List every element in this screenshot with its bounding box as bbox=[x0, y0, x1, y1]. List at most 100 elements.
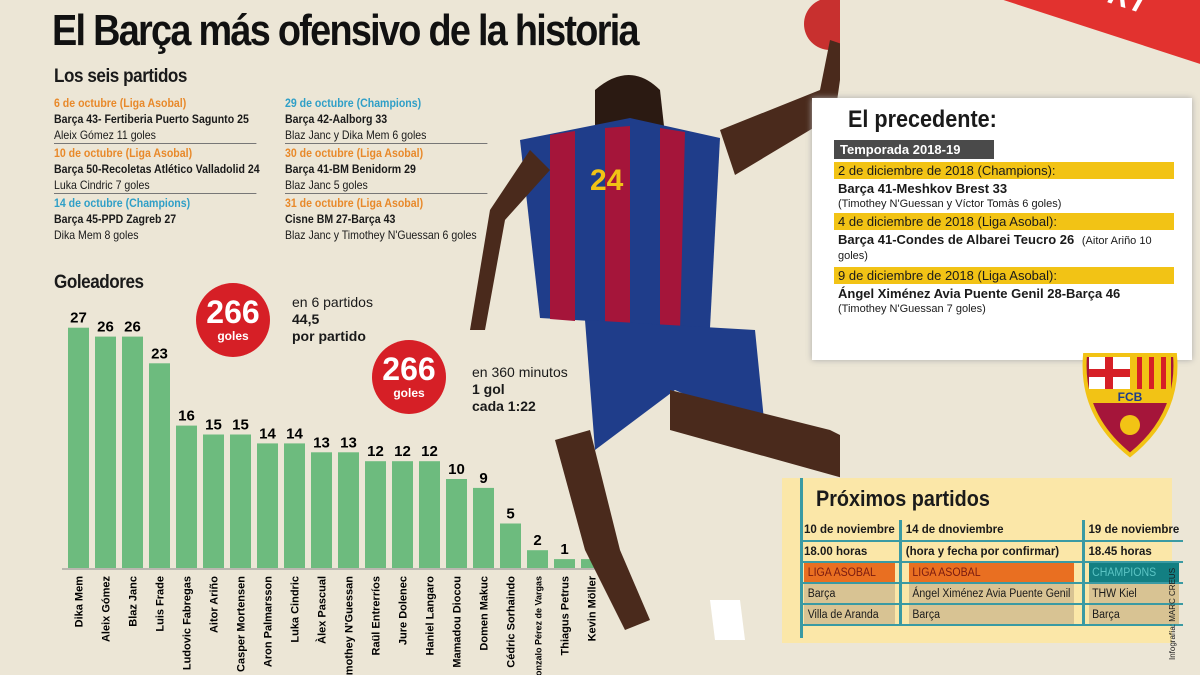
category-label: Domen Makuc bbox=[479, 576, 491, 651]
bar-value-label: 14 bbox=[259, 425, 276, 442]
precedente-date: 9 de diciembre de 2018 (Liga Asobal): bbox=[834, 267, 1174, 284]
chart-title: Goleadores bbox=[54, 272, 144, 293]
bar-value-label: 12 bbox=[421, 443, 438, 460]
matches-section: Los seis partidos bbox=[54, 66, 202, 88]
stat-text-2: en 360 minutos 1 gol cada 1:22 bbox=[472, 364, 568, 414]
game-away: Barça bbox=[906, 604, 1076, 626]
stat-bubble-2: 266 goles bbox=[372, 340, 446, 414]
proximos-row-home: Barça Ángel Ximénez Avia Puente Genil THW … bbox=[800, 583, 1183, 605]
bar-value-label: 12 bbox=[394, 443, 411, 460]
match-scorer: Blaz Janc 5 goles bbox=[285, 177, 488, 194]
proximos-row-time: 18.00 horas (hora y fecha por confirmar) 1… bbox=[800, 541, 1184, 563]
player-photo: 24 bbox=[470, 0, 840, 640]
match-score: Barça 43- Fertiberia Puerto Sagunto 25 bbox=[54, 112, 249, 126]
bar-13 bbox=[419, 461, 440, 568]
bar-2 bbox=[122, 336, 143, 568]
match-item: 10 de octubre (Liga Asobal) Barça 50-Reco… bbox=[54, 145, 459, 194]
bar-value-label: 26 bbox=[97, 319, 114, 336]
game-comp: CHAMPIONS bbox=[1085, 562, 1180, 584]
category-label: Raül Entrerríos bbox=[371, 576, 383, 655]
bar-value-label: 2 bbox=[533, 532, 541, 549]
bar-15 bbox=[473, 487, 494, 568]
svg-text:FCB: FCB bbox=[1118, 390, 1143, 404]
game-date: 10 de noviembre bbox=[800, 520, 901, 542]
bar-14 bbox=[446, 479, 467, 568]
match-score: Barça 41-BM Benidorm 29 bbox=[285, 162, 416, 176]
match-score: Barça 45-PPD Zagreb 27 bbox=[54, 212, 177, 226]
precedente-score: Ángel Ximénez Avia Puente Genil 28-Barça… bbox=[838, 286, 1121, 301]
bar-4 bbox=[176, 425, 197, 568]
proximos-row-comp: LIGA ASOBAL LIGA ASOBAL CHAMPIONS bbox=[800, 562, 1183, 584]
match-item: 29 de octubre (Champions) Barça 42-Aalbor… bbox=[285, 95, 690, 144]
precedente-date: 4 de diciembre de 2018 (Liga Asobal): bbox=[834, 213, 1174, 230]
category-label: Luka Cindric bbox=[290, 576, 302, 643]
category-label: Mamadou Diocou bbox=[452, 576, 464, 668]
category-label: Luis Frade bbox=[155, 576, 167, 632]
game-away: Villa de Aranda bbox=[804, 604, 897, 626]
svg-text:24: 24 bbox=[590, 164, 624, 197]
precedente-score: Barça 41-Meshkov Brest 33 bbox=[838, 181, 1008, 196]
bar-17 bbox=[527, 550, 548, 568]
bar-value-label: 9 bbox=[479, 470, 487, 487]
bar-10 bbox=[338, 452, 359, 568]
bar-8 bbox=[284, 443, 305, 568]
game-home: Ángel Ximénez Avia Puente Genil bbox=[906, 583, 1076, 605]
bar-5 bbox=[203, 434, 224, 568]
precedente-note: (Timothey N'Guessan 7 goles) bbox=[838, 303, 986, 315]
match-date: 29 de octubre (Champions) bbox=[285, 96, 422, 110]
bar-value-label: 15 bbox=[232, 417, 249, 434]
match-date: 30 de octubre (Liga Asobal) bbox=[285, 146, 424, 160]
category-label: Aitor Ariño bbox=[209, 576, 221, 633]
bar-6 bbox=[230, 434, 251, 568]
game-home: THW Kiel bbox=[1085, 583, 1180, 605]
category-label: Aleix Gómez bbox=[101, 576, 113, 643]
precedente-score: Barça 41-Condes de Albarei Teucro 26 (Ai… bbox=[838, 232, 1152, 262]
match-item: 6 de octubre (Liga Asobal) Barça 43- Fert… bbox=[54, 95, 459, 144]
proximos-row-away: Villa de Aranda Barça Barça bbox=[800, 604, 1183, 626]
matches-title: Los seis partidos bbox=[54, 66, 188, 87]
bar-value-label: 15 bbox=[205, 417, 222, 434]
proximos-row-date: 10 de noviembre 14 de dnoviembre 19 de nov… bbox=[800, 520, 1184, 542]
bar-value-label: 26 bbox=[124, 319, 141, 336]
precedente-panel: El precedente: Temporada 2018-19 2 de di… bbox=[812, 98, 1192, 360]
match-item: 30 de octubre (Liga Asobal) Barça 41-BM B… bbox=[285, 145, 690, 194]
bar-value-label: 14 bbox=[286, 425, 303, 442]
match-date: 14 de octubre (Champions) bbox=[54, 196, 191, 210]
match-score: Barça 50-Recoletas Atlético Valladolid 2… bbox=[54, 162, 260, 176]
match-scorer: Blaz Janc y Dika Mem 6 goles bbox=[285, 127, 488, 144]
bar-value-label: 12 bbox=[367, 443, 384, 460]
game-time: 18.00 horas bbox=[800, 541, 901, 563]
handball-ball bbox=[804, 0, 840, 50]
bar-1 bbox=[95, 336, 116, 568]
category-label: Àlex Pascual bbox=[316, 576, 329, 644]
proximos-table: 10 de noviembre 14 de dnoviembre 19 de nov… bbox=[800, 520, 1184, 626]
bar-value-label: 5 bbox=[506, 506, 514, 523]
bar-3 bbox=[149, 363, 170, 568]
matches-column-left: 6 de octubre (Liga Asobal) Barça 43- Fert… bbox=[54, 95, 514, 243]
bar-value-label: 23 bbox=[151, 345, 168, 362]
brand-logo: SPORT bbox=[1044, 0, 1152, 22]
category-label: Casper Mortensen bbox=[236, 576, 248, 672]
bar-value-label: 1 bbox=[560, 541, 568, 558]
matches-column-right: 29 de octubre (Champions) Barça 42-Aalbor… bbox=[285, 95, 745, 243]
category-label: Kevin Möller bbox=[587, 575, 599, 641]
match-date: 31 de octubre (Liga Asobal) bbox=[285, 196, 424, 210]
bar-11 bbox=[365, 461, 386, 568]
match-date: 10 de octubre (Liga Asobal) bbox=[54, 146, 193, 160]
precedente-note: (Timothey N'Guessan y Víctor Tomàs 6 gol… bbox=[838, 198, 1062, 210]
game-away: Barça bbox=[1085, 604, 1180, 626]
game-time: 18.45 horas bbox=[1081, 541, 1184, 563]
category-label: Ludovic Fabregas bbox=[182, 576, 194, 670]
category-label: Jure Dolenec bbox=[398, 576, 410, 645]
bar-9 bbox=[311, 452, 332, 568]
bar-value-label: 13 bbox=[340, 434, 357, 451]
stat-text-1: en 6 partidos 44,5 por partido bbox=[292, 294, 373, 344]
precedente-list: 2 de diciembre de 2018 (Champions): Barça… bbox=[834, 162, 1192, 315]
game-comp: LIGA ASOBAL bbox=[804, 562, 897, 584]
precedente-title: El precedente: bbox=[848, 106, 997, 133]
game-date: 14 de dnoviembre bbox=[898, 520, 1084, 542]
bar-0 bbox=[68, 327, 89, 568]
credit: Infografía: MARC CREUS bbox=[1168, 567, 1177, 660]
season-label: Temporada 2018-19 bbox=[834, 140, 994, 159]
category-label: Gonzalo Pérez de Vargas bbox=[534, 576, 544, 675]
